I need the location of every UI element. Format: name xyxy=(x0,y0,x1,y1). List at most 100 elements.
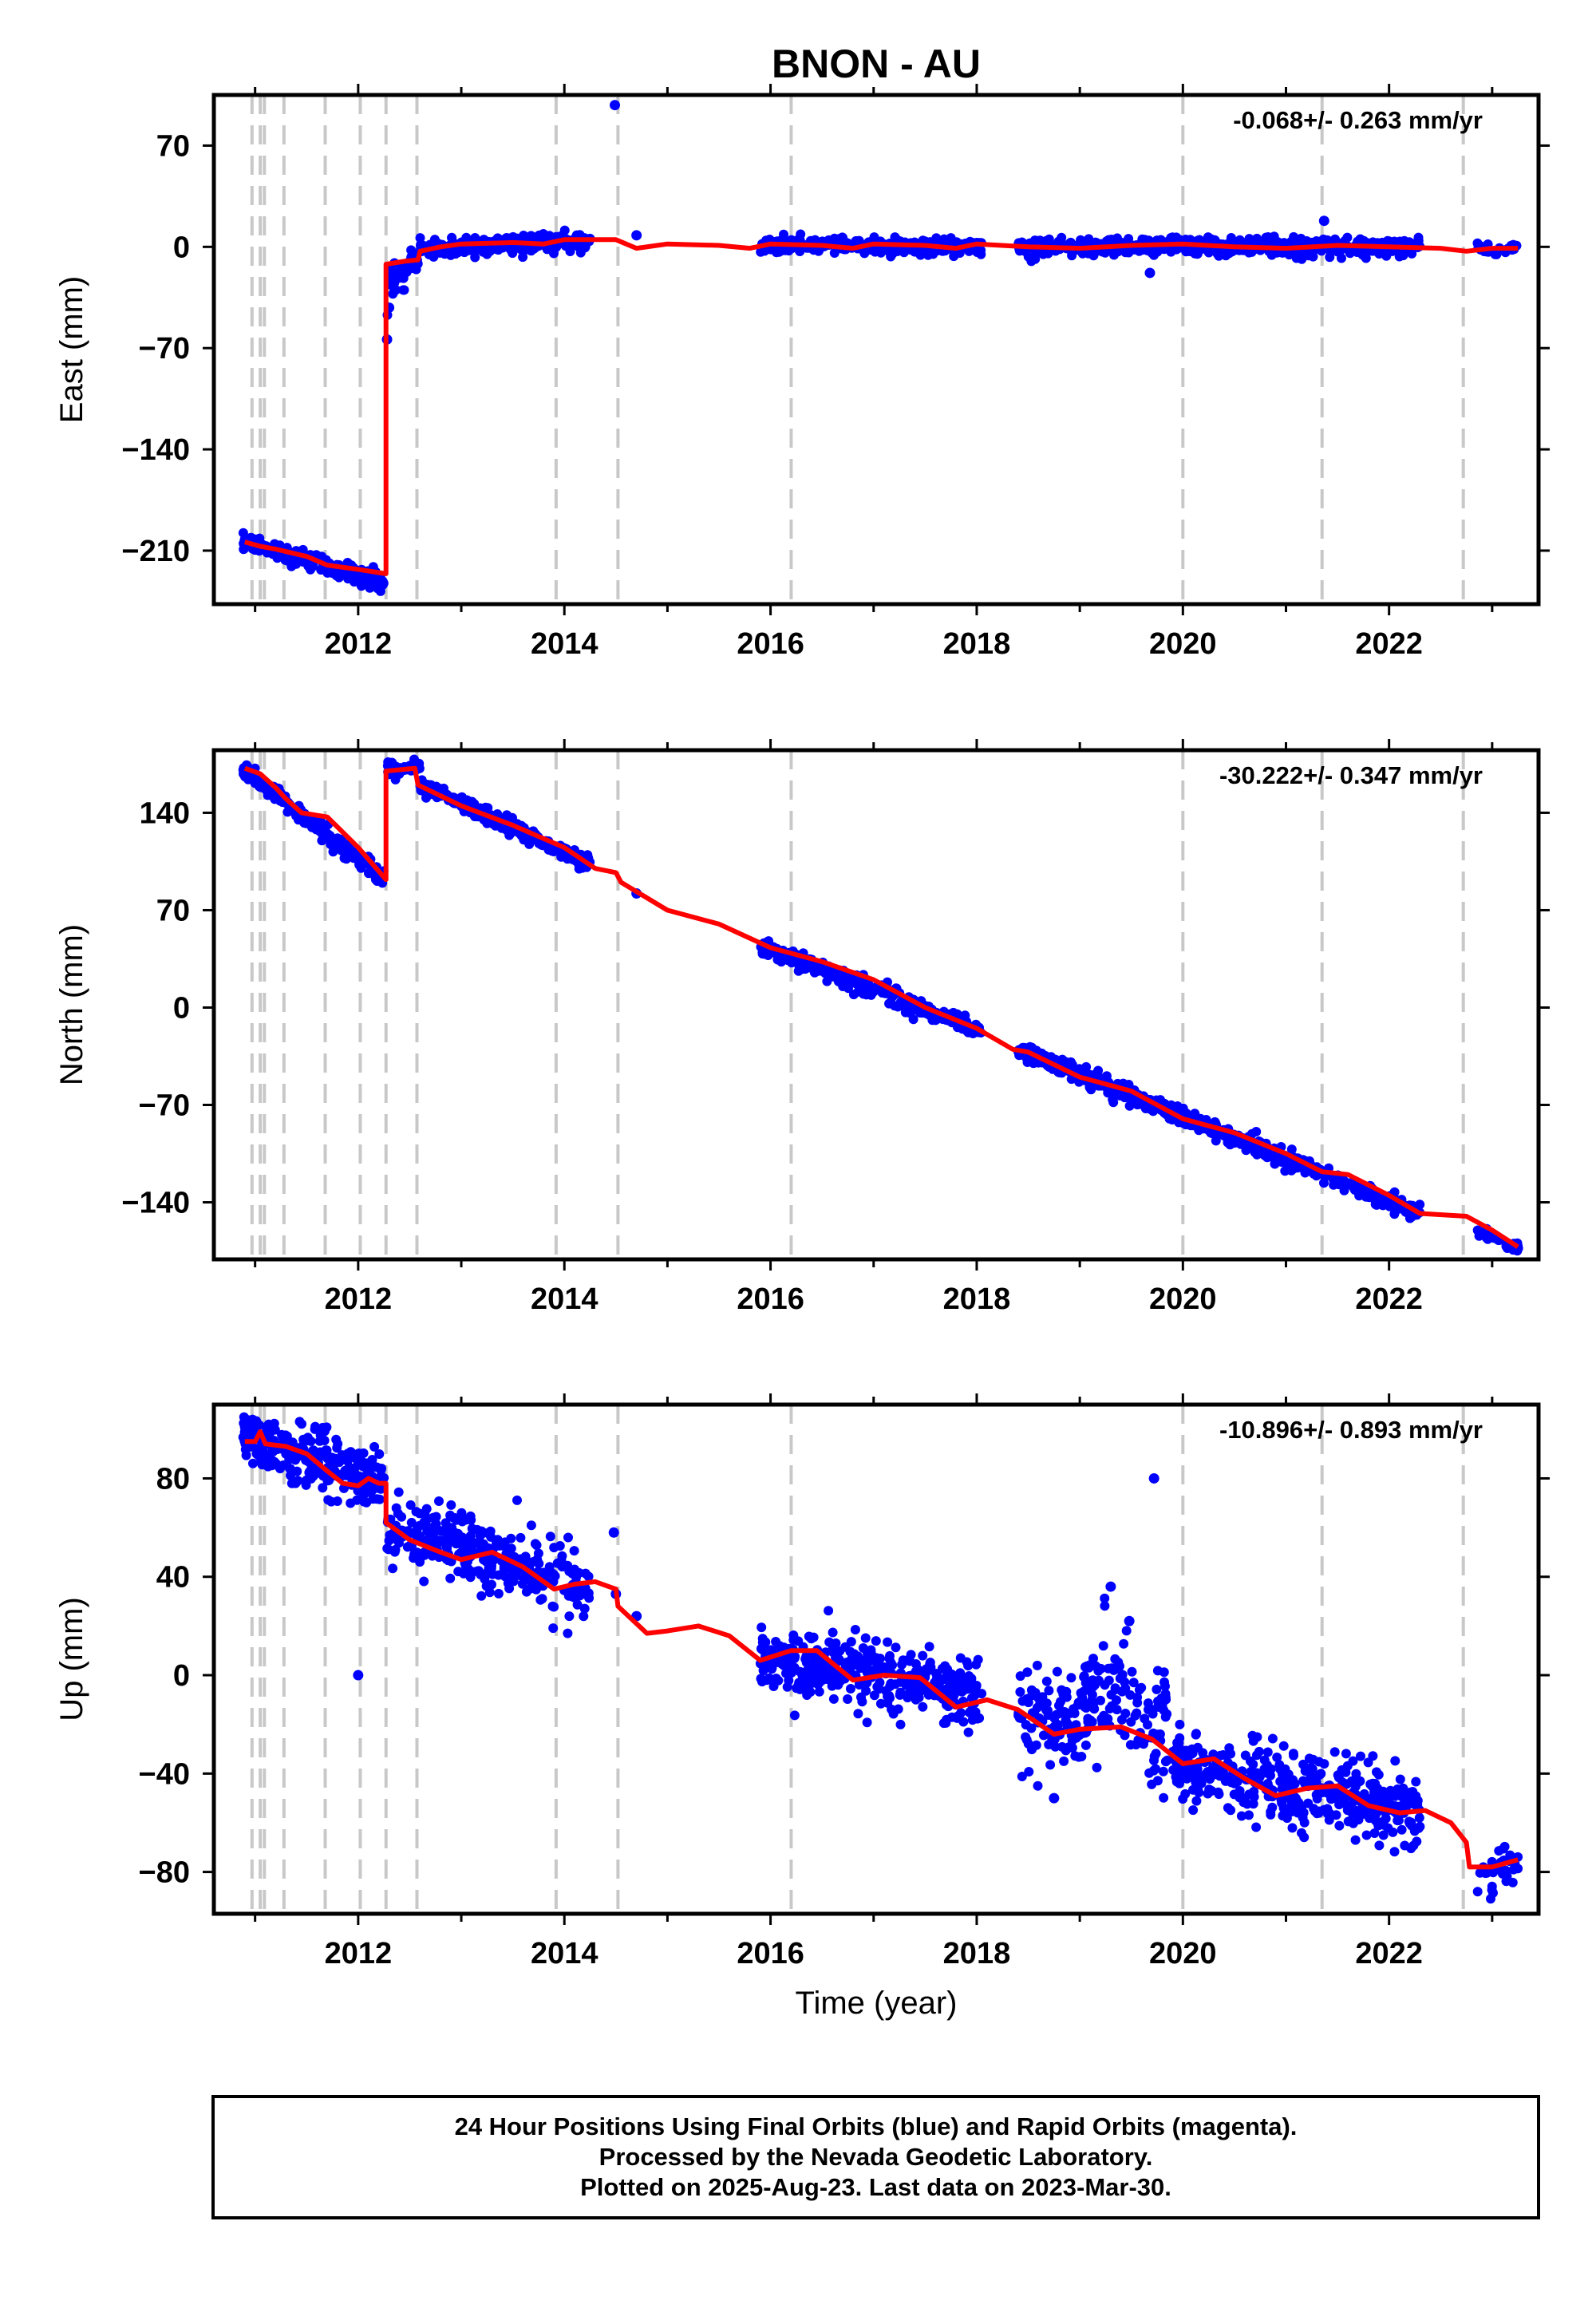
up-data-point xyxy=(361,1484,371,1494)
north-data-point xyxy=(801,961,812,970)
up-data-point xyxy=(971,1681,982,1691)
up-data-point xyxy=(1151,1764,1161,1774)
up-data-point xyxy=(1404,1788,1415,1797)
up-data-point xyxy=(1125,1740,1136,1750)
north-x-tick-label: 2020 xyxy=(1149,1282,1217,1316)
east-data-point xyxy=(1389,236,1400,247)
north-step-lines xyxy=(250,750,1465,1259)
east-step-lines xyxy=(250,95,1465,604)
up-data-point xyxy=(1248,1799,1258,1809)
up-data-point xyxy=(1088,1654,1098,1664)
up-data-point xyxy=(1092,1762,1102,1773)
north-data-point xyxy=(577,863,587,873)
up-data-point xyxy=(1408,1799,1418,1809)
east-data-point xyxy=(358,577,368,587)
x-axis-label: Time (year) xyxy=(796,1986,958,2021)
up-data-point xyxy=(1390,1756,1400,1766)
up-data-point xyxy=(499,1563,509,1574)
up-data-point xyxy=(937,1663,947,1674)
north-data-point xyxy=(1254,1146,1265,1156)
north-data-point xyxy=(425,780,436,790)
up-data-point xyxy=(388,1563,398,1574)
up-data-point xyxy=(294,1417,305,1427)
east-data-point xyxy=(239,543,249,554)
up-data-point xyxy=(872,1682,883,1692)
up-data-point xyxy=(376,1465,386,1476)
east-y-tick-label: −70 xyxy=(139,332,190,366)
footer-line-processed: Processed by the Nevada Geodetic Laborat… xyxy=(598,2143,1153,2171)
up-data-point xyxy=(963,1727,974,1737)
up-data-point xyxy=(1174,1766,1184,1777)
east-data-point xyxy=(470,252,480,263)
up-data-point xyxy=(579,1603,590,1614)
up-data-point xyxy=(1505,1850,1515,1860)
up-data-point xyxy=(846,1637,856,1647)
up-data-point xyxy=(419,1576,429,1587)
up-outlier-point xyxy=(353,1670,364,1681)
east-data-point xyxy=(1140,235,1149,245)
up-data-point xyxy=(1119,1638,1129,1649)
north-data-point xyxy=(1022,1057,1033,1067)
east-data-point xyxy=(1104,235,1114,245)
up-x-axis: 2012 2014 2016 2018 2020 2022 xyxy=(254,1393,1494,1970)
up-data-point xyxy=(374,1449,385,1459)
up-data-point xyxy=(440,1518,451,1528)
east-data-point xyxy=(1394,251,1404,262)
up-data-point xyxy=(493,1570,504,1580)
east-y-tick-label: −210 xyxy=(121,535,190,568)
up-data-point xyxy=(1126,1717,1136,1727)
up-data-point xyxy=(911,1659,921,1669)
up-data-point xyxy=(1044,1686,1054,1696)
up-data-point xyxy=(1246,1756,1255,1766)
up-data-point xyxy=(481,1556,492,1567)
up-data-point xyxy=(319,1436,330,1445)
up-data-point xyxy=(315,1447,326,1457)
up-data-point xyxy=(773,1675,784,1686)
up-data-point xyxy=(484,1587,495,1598)
up-data-point xyxy=(1080,1740,1091,1750)
up-data-point xyxy=(465,1572,476,1583)
north-data-point xyxy=(1081,1061,1092,1072)
east-panel: 2012 2014 2016 2018 2020 2022700−70−140−210Ea… xyxy=(54,84,1550,661)
up-data-point xyxy=(322,1474,332,1484)
up-data-point xyxy=(800,1654,811,1664)
up-data-point xyxy=(1188,1765,1199,1776)
footer-info-box: 24 Hour Positions Using Final Orbits (bl… xyxy=(211,2095,1540,2219)
up-data-point xyxy=(1487,1885,1497,1895)
up-data-point xyxy=(531,1540,542,1551)
north-data-point xyxy=(337,844,347,854)
up-data-point xyxy=(1030,1688,1041,1697)
up-data-point xyxy=(364,1465,374,1476)
up-data-point xyxy=(1172,1737,1183,1748)
up-data-point xyxy=(1262,1747,1273,1757)
east-data-point xyxy=(370,574,380,584)
up-data-point xyxy=(1156,1693,1167,1703)
up-data-point xyxy=(1052,1666,1062,1677)
up-data-point xyxy=(1093,1666,1104,1676)
east-data-point xyxy=(964,246,974,256)
up-data-point xyxy=(286,1470,295,1480)
up-data-point xyxy=(421,1515,432,1525)
up-data-point xyxy=(1015,1671,1025,1682)
up-data-point xyxy=(1064,1742,1074,1753)
east-data-point xyxy=(327,568,338,579)
east-data-point xyxy=(526,246,536,256)
up-data-point xyxy=(445,1573,456,1583)
up-data-point xyxy=(268,1459,279,1469)
north-data-point xyxy=(326,840,336,849)
up-data-point xyxy=(1267,1733,1278,1744)
east-data-point xyxy=(1359,251,1369,261)
up-data-point xyxy=(789,1653,800,1663)
up-data-point xyxy=(814,1686,824,1697)
up-data-point xyxy=(1251,1822,1262,1832)
north-data-point xyxy=(1225,1134,1235,1144)
up-data-point xyxy=(972,1713,982,1724)
up-data-point xyxy=(389,1547,400,1557)
up-data-point xyxy=(1353,1815,1364,1825)
north-data-point xyxy=(1251,1127,1262,1136)
north-data-point xyxy=(845,973,855,983)
north-data-point xyxy=(1289,1164,1299,1174)
up-data-point xyxy=(254,1446,264,1456)
up-data-point xyxy=(1374,1840,1385,1851)
east-rate-label: -0.068+/- 0.263 mm/yr xyxy=(1233,106,1483,134)
